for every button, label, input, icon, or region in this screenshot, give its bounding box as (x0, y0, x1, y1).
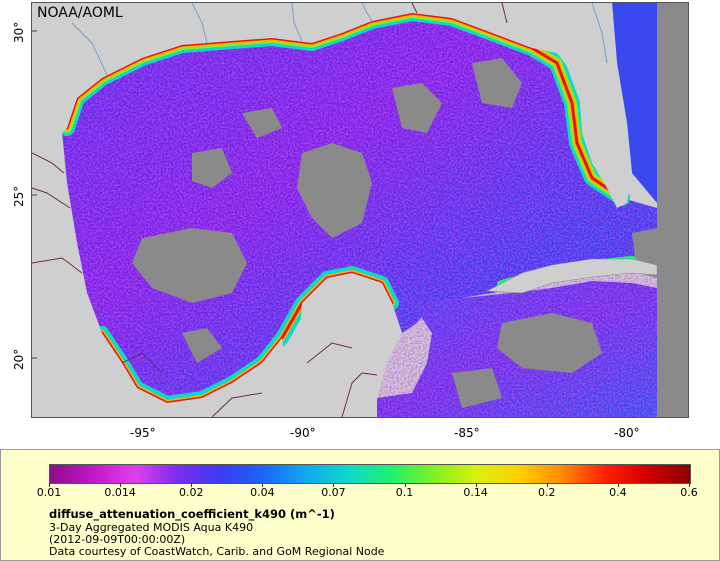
atlantic-water (612, 3, 657, 203)
us-land (32, 3, 557, 133)
colorbar-tick (333, 483, 335, 487)
lon-label-90: -90° (290, 426, 316, 440)
lon-label-95: -95° (130, 426, 156, 440)
lat-label-25: 25° (12, 185, 26, 207)
colorbar-tick-label: 0.04 (250, 486, 275, 499)
colorbar-tick (191, 483, 193, 487)
source-label: NOAA/AOML (37, 5, 123, 21)
legend-credit: Data courtesy of CoastWatch, Carib. and … (49, 545, 385, 558)
legend-variable: diffuse_attenuation_coefficient_k490 (m^… (49, 507, 335, 521)
map-image (32, 3, 688, 417)
colorbar-tick (120, 483, 122, 487)
legend-time: (2012-09-09T00:00:00Z) (49, 533, 186, 546)
colorbar-tick (404, 483, 406, 487)
colorbar-tick-label: 0.01 (36, 486, 62, 499)
rivers (71, 3, 608, 76)
legend-dataset: 3-Day Aggregated MODIS Aqua K490 (49, 521, 254, 534)
lat-label-30: 30° (12, 21, 26, 43)
colorbar-tick (546, 483, 548, 487)
colorbar-tick (262, 483, 264, 487)
colorbar (49, 464, 691, 484)
nodata-strip (657, 3, 688, 417)
colorbar-tick-label: 0.2 (538, 486, 556, 499)
lon-label-85: -85° (454, 426, 480, 440)
colorbar-tick-label: 0.14 (463, 486, 488, 499)
colorbar-tick (475, 483, 477, 487)
colorbar-tick-label: 0.014 (104, 486, 136, 499)
colorbar-tick (49, 483, 50, 487)
colorbar-tick-label: 0.6 (680, 486, 698, 499)
yucatan-land (294, 273, 402, 417)
florida-land (552, 3, 632, 208)
colorbar-tick-label: 0.07 (321, 486, 346, 499)
colorbar-tick (689, 483, 690, 487)
map-panel: NOAA/AOML (31, 2, 689, 418)
mexico-land (32, 133, 294, 417)
borders (32, 3, 508, 417)
legend-panel: diffuse_attenuation_coefficient_k490 (m^… (0, 449, 720, 561)
lon-label-80: -80° (614, 426, 640, 440)
colorbar-tick-label: 0.02 (178, 486, 204, 499)
lat-ticks (32, 30, 37, 359)
lat-label-20: 20° (12, 348, 26, 370)
colorbar-tick-label: 0.4 (609, 486, 627, 499)
colorbar-tick (617, 483, 619, 487)
colorbar-tick-label: 0.1 (395, 486, 414, 499)
